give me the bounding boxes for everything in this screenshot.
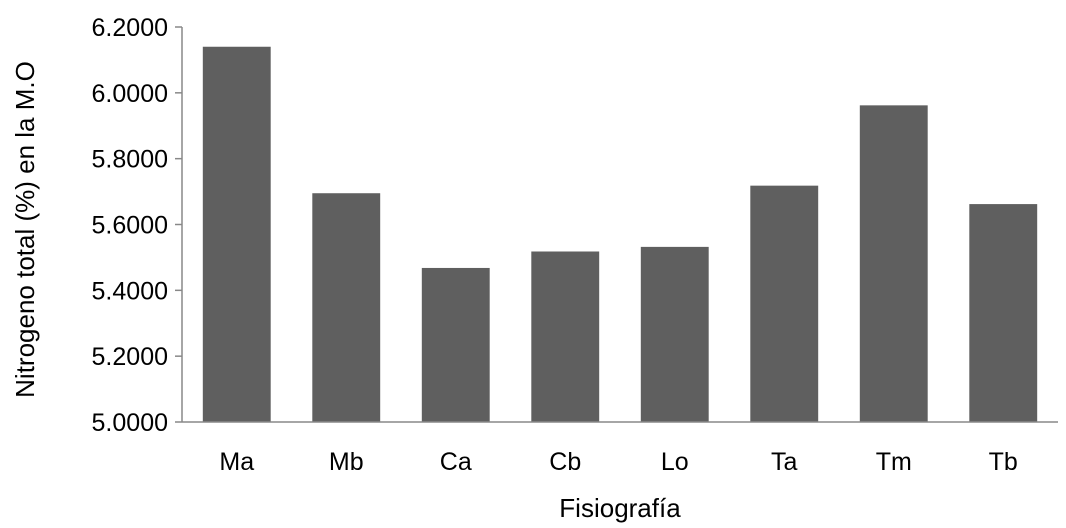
y-tick-label: 5.6000 [92,212,168,240]
y-tick-label: 6.0000 [92,80,168,108]
x-axis-title: Fisiografía [559,493,681,523]
bar-mb [312,193,381,422]
x-tick-label: Mb [329,448,364,476]
x-tick-label: Ta [771,448,798,476]
y-tick-label: 6.2000 [92,14,168,42]
y-ticks-group: 5.0000 5.2000 5.4000 5.6000 5.8000 6.0000 6.20… [92,14,182,437]
bars-group [202,46,1038,422]
x-ticks-group: Ma Mb Ca Cb Lo Ta Tm Tb [219,448,1017,476]
y-tick-label: 5.2000 [92,343,168,371]
x-tick-label: Ma [219,448,254,476]
x-tick-label: Cb [549,448,581,476]
x-tick-label: Lo [661,448,689,476]
bar-ca [421,267,490,422]
y-tick-label: 5.0000 [92,409,168,437]
x-tick-label: Tb [989,448,1018,476]
y-tick-label: 5.8000 [92,146,168,174]
bar-ma [202,46,271,422]
x-tick-label: Tm [876,448,912,476]
x-tick-label: Ca [440,448,472,476]
y-axis-title: Nitrogeno total (%) en la M.O [10,61,40,398]
bar-lo [640,246,709,422]
bar-tb [969,204,1038,422]
bar-cb [531,251,600,422]
bar-ta [750,185,819,422]
y-tick-label: 5.4000 [92,277,168,305]
bar-tm [859,105,928,422]
